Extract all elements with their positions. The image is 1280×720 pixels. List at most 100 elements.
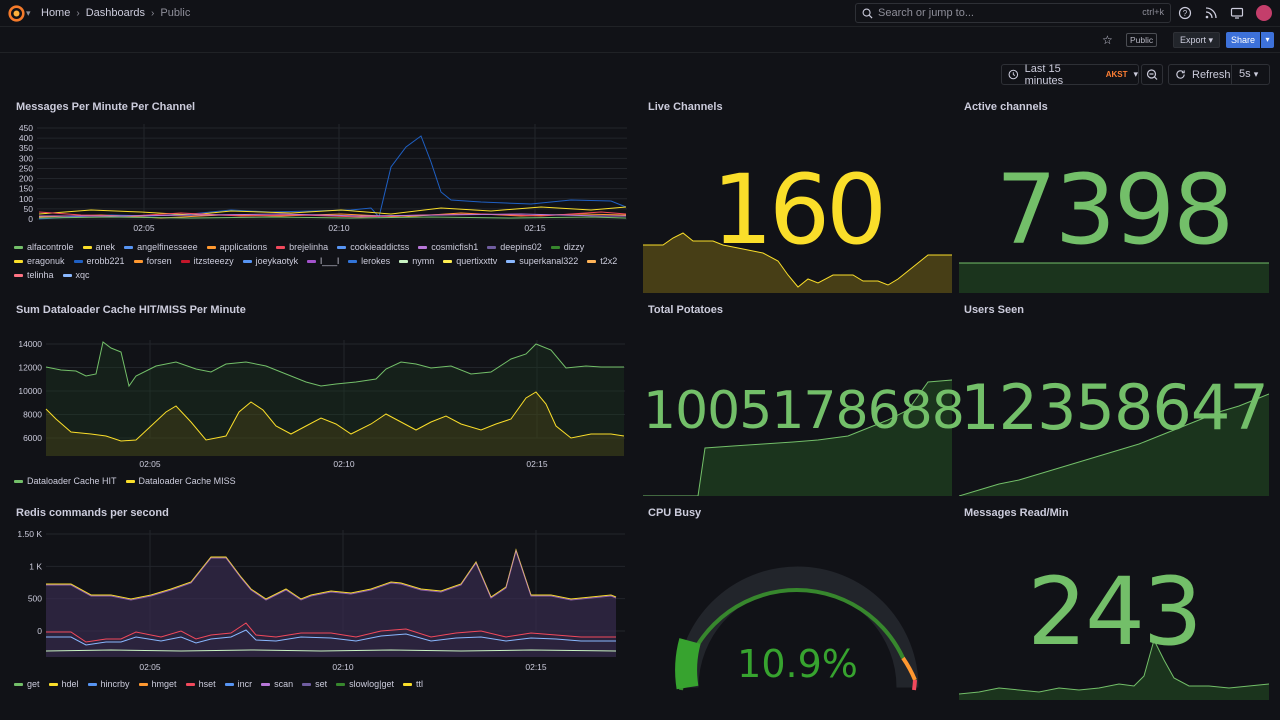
- legend-item[interactable]: cookieaddictss: [337, 242, 409, 252]
- star-icon[interactable]: ☆: [1102, 33, 1113, 47]
- grafana-logo-icon[interactable]: [8, 5, 25, 22]
- sparkline: [959, 262, 1269, 293]
- sparkline: [643, 232, 952, 293]
- series-line: [38, 206, 627, 216]
- legend-label: forsen: [146, 256, 172, 266]
- breadcrumb-home[interactable]: Home: [41, 7, 71, 19]
- legend-item[interactable]: hset: [185, 679, 216, 689]
- zoom-out-button[interactable]: [1141, 64, 1163, 85]
- series-line: [38, 216, 627, 219]
- panel-active-channels[interactable]: Active channels 7398: [959, 96, 1269, 293]
- legend-item[interactable]: slowlog|get: [336, 679, 394, 689]
- legend-item[interactable]: forsen: [133, 256, 172, 266]
- panel-redis-commands[interactable]: Redis commands per second 1.50 K 1 K 500 0 …: [11, 502, 633, 702]
- legend-item[interactable]: itzsteeezy: [180, 256, 234, 266]
- panel-dataloader-cache[interactable]: Sum Dataloader Cache HIT/MISS Per Minute…: [11, 299, 633, 491]
- panel-title: Messages Per Minute Per Channel: [16, 101, 196, 113]
- legend-item[interactable]: ttl: [403, 679, 423, 689]
- legend-item[interactable]: eragonuk: [14, 256, 65, 266]
- refresh-button[interactable]: Refresh 5s ▾: [1168, 64, 1270, 85]
- legend-swatch: [125, 479, 135, 483]
- export-button[interactable]: Export ▾: [1173, 32, 1221, 48]
- chevron-down-icon: ▾: [1133, 69, 1138, 79]
- legend-item[interactable]: Dataloader Cache HIT: [14, 476, 117, 486]
- legend-item[interactable]: superkanal322: [506, 256, 578, 266]
- legend-item[interactable]: set: [302, 679, 327, 689]
- legend-item[interactable]: xqc: [62, 270, 90, 280]
- panel-live-channels[interactable]: Live Channels 160: [643, 96, 952, 293]
- legend-swatch: [276, 245, 286, 249]
- chart-legend: Dataloader Cache HIT Dataloader Cache MIS…: [14, 476, 624, 486]
- legend-swatch: [307, 259, 317, 263]
- kiosk-icon[interactable]: [1230, 6, 1244, 20]
- share-button[interactable]: Share: [1226, 32, 1260, 48]
- grid: [46, 340, 625, 439]
- legend-item[interactable]: l___l: [307, 256, 339, 266]
- share-dropdown-button[interactable]: ▾: [1261, 32, 1274, 48]
- x-axis: 02:05 02:10 02:15: [139, 662, 547, 672]
- x-tick-label: 02:05: [139, 459, 161, 469]
- y-tick-label: 1.50 K: [17, 529, 42, 539]
- legend-swatch: [443, 259, 453, 263]
- chevron-right-icon: ›: [76, 7, 80, 19]
- legend-item[interactable]: hdel: [48, 679, 79, 689]
- gauge-fill: [675, 638, 701, 690]
- legend-item[interactable]: applications: [206, 242, 267, 252]
- legend-label: lerokes: [361, 256, 391, 266]
- legend-item[interactable]: cosmicfish1: [418, 242, 478, 252]
- legend-swatch: [62, 273, 72, 277]
- chevron-down-icon: ▾: [1253, 69, 1259, 79]
- grid: [37, 124, 627, 220]
- legend-swatch: [242, 259, 252, 263]
- legend-item[interactable]: dizzy: [550, 242, 584, 252]
- legend-item[interactable]: t2x2: [587, 256, 617, 266]
- legend-item[interactable]: quertixxttv: [443, 256, 497, 266]
- legend-item[interactable]: Dataloader Cache MISS: [125, 476, 236, 486]
- legend-item[interactable]: lerokes: [348, 256, 390, 266]
- legend-item[interactable]: hincrby: [87, 679, 130, 689]
- y-tick-label: 0: [37, 626, 42, 636]
- legend-item[interactable]: hmget: [138, 679, 177, 689]
- gauge-track: [676, 566, 919, 688]
- avatar[interactable]: [1256, 5, 1272, 21]
- sparkline: [643, 379, 952, 496]
- news-icon[interactable]: [1204, 6, 1218, 20]
- legend-label: Dataloader Cache MISS: [138, 476, 236, 486]
- legend-item[interactable]: telinha: [14, 270, 54, 280]
- legend-item[interactable]: get: [14, 679, 40, 689]
- panel-messages-per-minute[interactable]: Messages Per Minute Per Channel 450 400 35…: [11, 96, 633, 288]
- divider: [1231, 65, 1232, 84]
- help-icon[interactable]: ?: [1178, 6, 1192, 20]
- legend-item[interactable]: anek: [82, 242, 115, 252]
- panel-users-seen[interactable]: Users Seen 12358647: [959, 299, 1269, 496]
- x-tick-label: 02:15: [526, 459, 548, 469]
- legend-swatch: [487, 245, 497, 249]
- chevron-down-icon[interactable]: ▾: [26, 8, 31, 18]
- breadcrumb-dashboards[interactable]: Dashboards: [85, 7, 146, 19]
- y-tick-label: 12000: [18, 363, 42, 373]
- y-tick-label: 0: [28, 214, 33, 224]
- legend-item[interactable]: deepins02: [487, 242, 542, 252]
- legend-swatch: [124, 245, 134, 249]
- legend-item[interactable]: scan: [261, 679, 293, 689]
- legend-item[interactable]: joeykaotyk: [242, 256, 298, 266]
- legend-item[interactable]: angelfinesseee: [124, 242, 198, 252]
- panel-total-potatoes[interactable]: Total Potatoes 1005178688: [643, 299, 965, 496]
- refresh-interval-picker[interactable]: 5s ▾: [1239, 68, 1258, 80]
- legend-item[interactable]: nymn: [399, 256, 434, 266]
- legend-item[interactable]: erobb221: [73, 256, 125, 266]
- x-axis: 02:05 02:10 02:15: [139, 459, 548, 469]
- panel-messages-read[interactable]: Messages Read/Min 243: [959, 502, 1269, 700]
- legend-item[interactable]: brejelinha: [276, 242, 328, 252]
- stat-value: 12358647: [960, 371, 1269, 444]
- legend-swatch: [506, 259, 516, 263]
- time-range-picker[interactable]: Last 15 minutes AKST ▾: [1001, 63, 1139, 87]
- legend-item[interactable]: incr: [224, 679, 252, 689]
- legend-item[interactable]: alfacontrole: [14, 242, 74, 252]
- series-line-hit: [45, 341, 624, 388]
- legend-swatch: [73, 259, 83, 263]
- y-axis: 1.50 K 1 K 500 0: [17, 529, 42, 636]
- search-input[interactable]: Search or jump to... ctrl+k: [855, 3, 1171, 23]
- panel-cpu-busy[interactable]: CPU Busy 10.9%: [643, 502, 952, 702]
